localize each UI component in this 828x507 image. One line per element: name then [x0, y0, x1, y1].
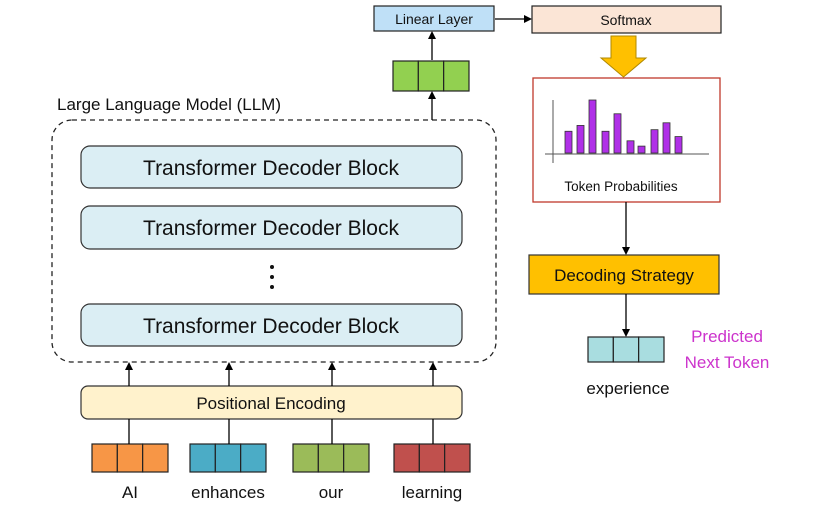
vector-cell [91, 443, 118, 473]
transformer-block-2: Transformer Decoder Block [80, 205, 463, 250]
transformer-block-3: Transformer Decoder Block [80, 303, 463, 347]
linear-layer-label: Linear Layer [395, 11, 473, 27]
softmax-box: Softmax [531, 5, 722, 34]
vector-cell [292, 443, 319, 473]
predicted-next-token-caption-line2: Next Token [685, 353, 770, 372]
vector-cell [417, 60, 445, 92]
token-label: enhances [191, 483, 265, 502]
output-vector-cells [587, 336, 665, 363]
hidden-vector-cells [392, 60, 470, 92]
predicted-next-token-caption-line1: Predicted [691, 327, 763, 346]
vector-cell [392, 60, 419, 92]
predicted-token-label: experience [586, 379, 669, 398]
vector-cell [240, 443, 267, 473]
decoding-strategy-label: Decoding Strategy [554, 266, 694, 285]
token-label: our [319, 483, 344, 502]
transformer-block-label: Transformer Decoder Block [143, 157, 399, 180]
down-arrow-icon [599, 35, 648, 78]
transformer-block-label: Transformer Decoder Block [143, 315, 399, 338]
vector-cell [343, 443, 370, 473]
probability-bar [576, 125, 585, 154]
probability-bar [662, 122, 671, 154]
probability-bars [564, 99, 683, 154]
input-tokens: AI enhances our learning [91, 362, 471, 502]
ellipsis-dots [270, 265, 274, 289]
vector-cell [418, 443, 446, 473]
token-0: AI [91, 362, 169, 502]
llm-container [51, 119, 497, 363]
vector-cell [638, 336, 665, 363]
transformer-block-1: Transformer Decoder Block [80, 145, 463, 189]
predicted-token-vector [587, 336, 665, 363]
token-3: learning [393, 362, 471, 502]
vector-cell [393, 443, 420, 473]
positional-encoding-label: Positional Encoding [196, 394, 345, 413]
vector-cell [142, 443, 169, 473]
probability-bar [588, 99, 597, 154]
token-embedding-vector [292, 443, 370, 473]
decoding-strategy-box: Decoding Strategy [528, 254, 720, 295]
probability-bar [601, 130, 610, 154]
vector-cell [444, 443, 471, 473]
probability-bar [626, 140, 635, 154]
hidden-state-vector [392, 60, 470, 92]
llm-title: Large Language Model (LLM) [57, 95, 281, 114]
probability-bar [564, 130, 573, 154]
token-embedding-vector [91, 443, 169, 473]
linear-layer-box: Linear Layer [373, 5, 495, 32]
vector-cell [612, 336, 640, 363]
vector-cell [189, 443, 216, 473]
probability-bar [637, 145, 646, 154]
probability-bar [650, 129, 659, 154]
softmax-label: Softmax [600, 12, 651, 28]
positional-encoding-box: Positional Encoding [80, 385, 463, 420]
transformer-block-label: Transformer Decoder Block [143, 217, 399, 240]
vector-cell [214, 443, 242, 473]
token-1: enhances [189, 362, 267, 502]
token-probabilities-label: Token Probabilities [564, 179, 678, 194]
vector-cell [587, 336, 614, 363]
token-probabilities-box [532, 77, 721, 203]
probability-bar [613, 113, 622, 154]
probability-bar [674, 136, 683, 154]
vector-cell [443, 60, 470, 92]
vector-cell [317, 443, 345, 473]
token-label: AI [122, 483, 138, 502]
token-2: our [292, 362, 370, 502]
vector-cell [116, 443, 144, 473]
token-embedding-vector [393, 443, 471, 473]
token-label: learning [402, 483, 463, 502]
token-embedding-vector [189, 443, 267, 473]
